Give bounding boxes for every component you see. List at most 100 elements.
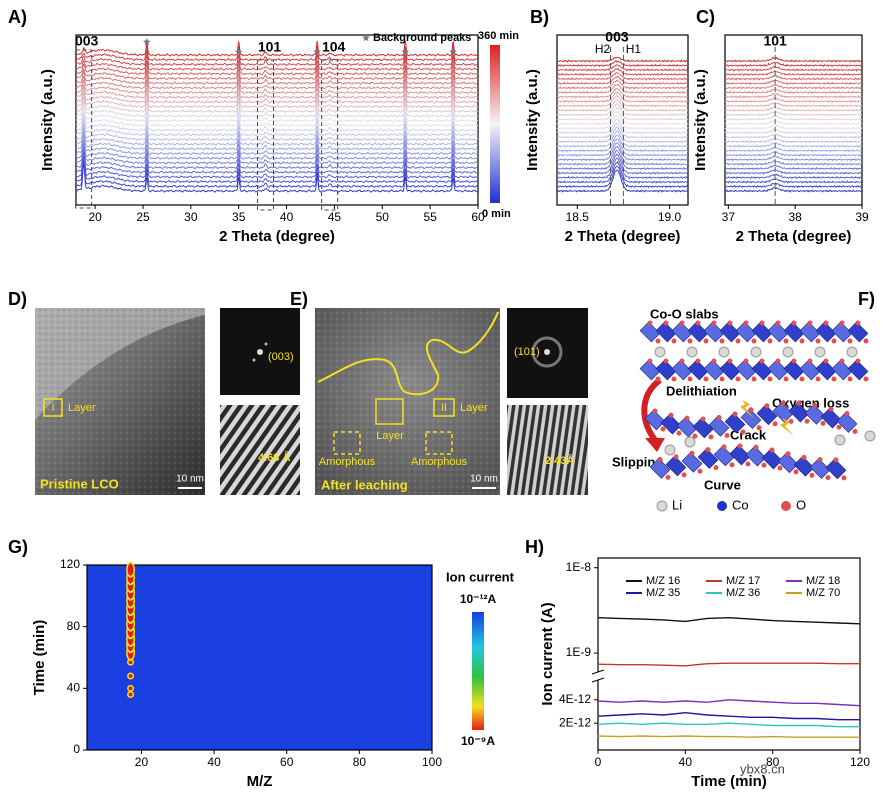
- fft-spot: [252, 358, 256, 362]
- spectrum-trace: [556, 75, 689, 86]
- oxygen-atom: [753, 444, 759, 450]
- spectrum-trace: [724, 61, 863, 68]
- x-tick-label: 38: [788, 210, 802, 224]
- oxygen-atom: [713, 465, 719, 471]
- series-line: [597, 699, 861, 707]
- spectrum-trace: [76, 98, 479, 118]
- oxygen-atom: [751, 376, 757, 382]
- hotspot: [128, 692, 133, 697]
- plot-frame: [75, 34, 479, 206]
- spectrum-trace: [724, 65, 863, 72]
- co-octahedron: [655, 321, 677, 343]
- oxygen-atom: [700, 416, 706, 422]
- spectrum-trace: [75, 86, 479, 104]
- oxygen-atom: [839, 320, 845, 326]
- tem-pristine: I Layer Pristine LCO 10 nm (003) 4.68 Å: [35, 308, 300, 495]
- process-arrow: [641, 377, 662, 442]
- legend-label: M/Z 16: [646, 575, 680, 587]
- panel-label: C): [696, 7, 715, 27]
- y-axis-label: Intensity (a.u.): [524, 69, 541, 171]
- oxygen-atom: [655, 376, 661, 382]
- x-tick-label: 39: [855, 210, 869, 224]
- oxygen-atom: [764, 403, 770, 409]
- oxygen-atom: [687, 376, 693, 382]
- oxygen-atom: [652, 408, 658, 414]
- slipping-label: Slipping: [612, 454, 663, 469]
- co-octahedron: [751, 359, 773, 381]
- break-mark: [591, 677, 605, 683]
- x-axis-label: 2 Theta (degree): [736, 228, 852, 245]
- amorphous-box: [425, 431, 453, 455]
- co-octahedron: [831, 321, 853, 343]
- oxygen-atom: [660, 426, 666, 432]
- region-label: Layer: [68, 402, 96, 414]
- oxygen-atom: [681, 472, 687, 478]
- spectrum-trace: [75, 116, 478, 137]
- spectrum-trace: [724, 114, 863, 122]
- caption: Pristine LCO: [40, 476, 119, 491]
- spectrum-trace: [75, 40, 479, 57]
- lightning: [740, 400, 754, 418]
- spectrum-trace: [724, 110, 863, 117]
- spectrum-trace: [724, 142, 863, 149]
- oxygen-atom: [791, 320, 797, 326]
- background-peak-star: [143, 38, 151, 46]
- co-octahedron: [772, 402, 794, 423]
- li-atom: [846, 346, 858, 358]
- oxygen-atom: [815, 338, 821, 344]
- oxygen-atom: [721, 444, 727, 450]
- oxygen-atom: [831, 338, 837, 344]
- oxygen-atom: [863, 376, 869, 382]
- x-tick-label: 60: [280, 755, 294, 769]
- oxygen-atom: [735, 376, 741, 382]
- y-axis-label: Time (min): [31, 620, 48, 696]
- x-tick-label: 40: [207, 755, 221, 769]
- amorphous-label: Amorphous: [319, 456, 376, 468]
- co-octahedron: [788, 401, 810, 423]
- y-tick-label: 0: [73, 742, 80, 756]
- tem-grain: [35, 308, 205, 495]
- co-octahedron: [639, 359, 661, 381]
- legend-label: M/Z 36: [726, 587, 760, 599]
- spectrum-trace: [76, 91, 479, 109]
- fft-spot: [264, 342, 268, 346]
- spectrum-trace: [75, 134, 479, 161]
- fft-index: (101): [514, 346, 540, 358]
- annotation-box: [75, 49, 93, 209]
- background-peak-star: [401, 48, 410, 56]
- oxygen-atom: [804, 418, 810, 424]
- oxygen-atom: [729, 462, 735, 468]
- co-octahedron: [761, 448, 783, 470]
- panel-label: A): [8, 7, 27, 27]
- spectrum-trace: [75, 151, 479, 179]
- y-axis-label: Intensity (a.u.): [39, 69, 56, 171]
- plot-frame: [597, 557, 861, 751]
- d-spacing: 4.68 Å: [258, 451, 290, 464]
- spectrum-trace: [75, 49, 479, 67]
- amorphous-box: [333, 431, 361, 455]
- legend-li: [656, 500, 668, 512]
- oxygen-atom: [735, 338, 741, 344]
- spectrum-trace: [724, 79, 863, 86]
- oxygen-atom: [847, 376, 853, 382]
- x-axis-label: 2 Theta (degree): [219, 228, 335, 245]
- oxygen-atom: [825, 475, 831, 481]
- x-tick-label: 60: [471, 210, 485, 224]
- co-octahedron: [820, 407, 842, 429]
- lightning: [780, 418, 794, 436]
- oxygen-atom: [783, 338, 789, 344]
- spectrum-trace: [724, 146, 863, 153]
- oxygen-atom: [841, 475, 847, 481]
- oxygen-atom: [761, 462, 767, 468]
- oxygen-atom: [668, 412, 674, 418]
- x-tick-label: 120: [850, 755, 870, 769]
- oxygen-loss-label: Oxygen loss: [772, 395, 849, 410]
- spectrum-trace: [556, 129, 689, 149]
- oxygen-atom: [823, 358, 829, 364]
- oxygen-atom: [740, 429, 746, 435]
- oxygen-atom: [836, 424, 842, 430]
- oxygen-atom: [807, 358, 813, 364]
- spectrum-trace: [556, 87, 689, 99]
- scale-bar-label: 10 nm: [176, 474, 204, 485]
